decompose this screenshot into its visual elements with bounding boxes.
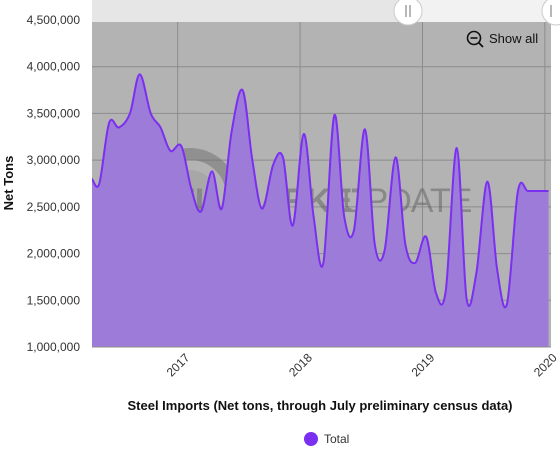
- x-tick-label: 2018: [286, 350, 315, 379]
- legend-marker-total: [304, 432, 318, 446]
- y-tick-label: 2,500,000: [27, 200, 81, 214]
- show-all-label: Show all: [489, 31, 538, 46]
- x-axis-title: Steel Imports (Net tons, through July pr…: [127, 398, 512, 413]
- y-tick-label: 2,000,000: [27, 247, 81, 261]
- x-tick-label: 2019: [409, 350, 438, 379]
- y-tick-label: 1,500,000: [27, 293, 81, 307]
- series-total-area: [92, 74, 549, 347]
- x-tick-label: 2017: [164, 350, 193, 379]
- x-axis-ticks: 2017 2018 2019 2020: [164, 350, 560, 379]
- range-scrollbar[interactable]: [92, 0, 560, 26]
- y-tick-label: 3,000,000: [27, 153, 81, 167]
- legend[interactable]: Total: [304, 432, 349, 446]
- y-axis-title: Net Tons: [1, 156, 16, 211]
- legend-label-total: Total: [324, 432, 349, 446]
- show-all-button[interactable]: Show all: [462, 28, 544, 50]
- y-tick-label: 4,500,000: [27, 13, 81, 27]
- y-tick-label: 1,000,000: [27, 340, 81, 354]
- series-total-line: [92, 73, 549, 309]
- scroll-handle-left[interactable]: [393, 0, 423, 26]
- y-axis-ticks: 1,000,000 1,500,000 2,000,000 2,500,000 3,00…: [27, 13, 81, 354]
- x-tick-label: 2020: [531, 350, 560, 379]
- y-tick-label: 4,000,000: [27, 60, 81, 74]
- y-tick-label: 3,500,000: [27, 106, 81, 120]
- scroll-handle-right[interactable]: [541, 0, 560, 26]
- zoom-out-icon: [466, 30, 484, 48]
